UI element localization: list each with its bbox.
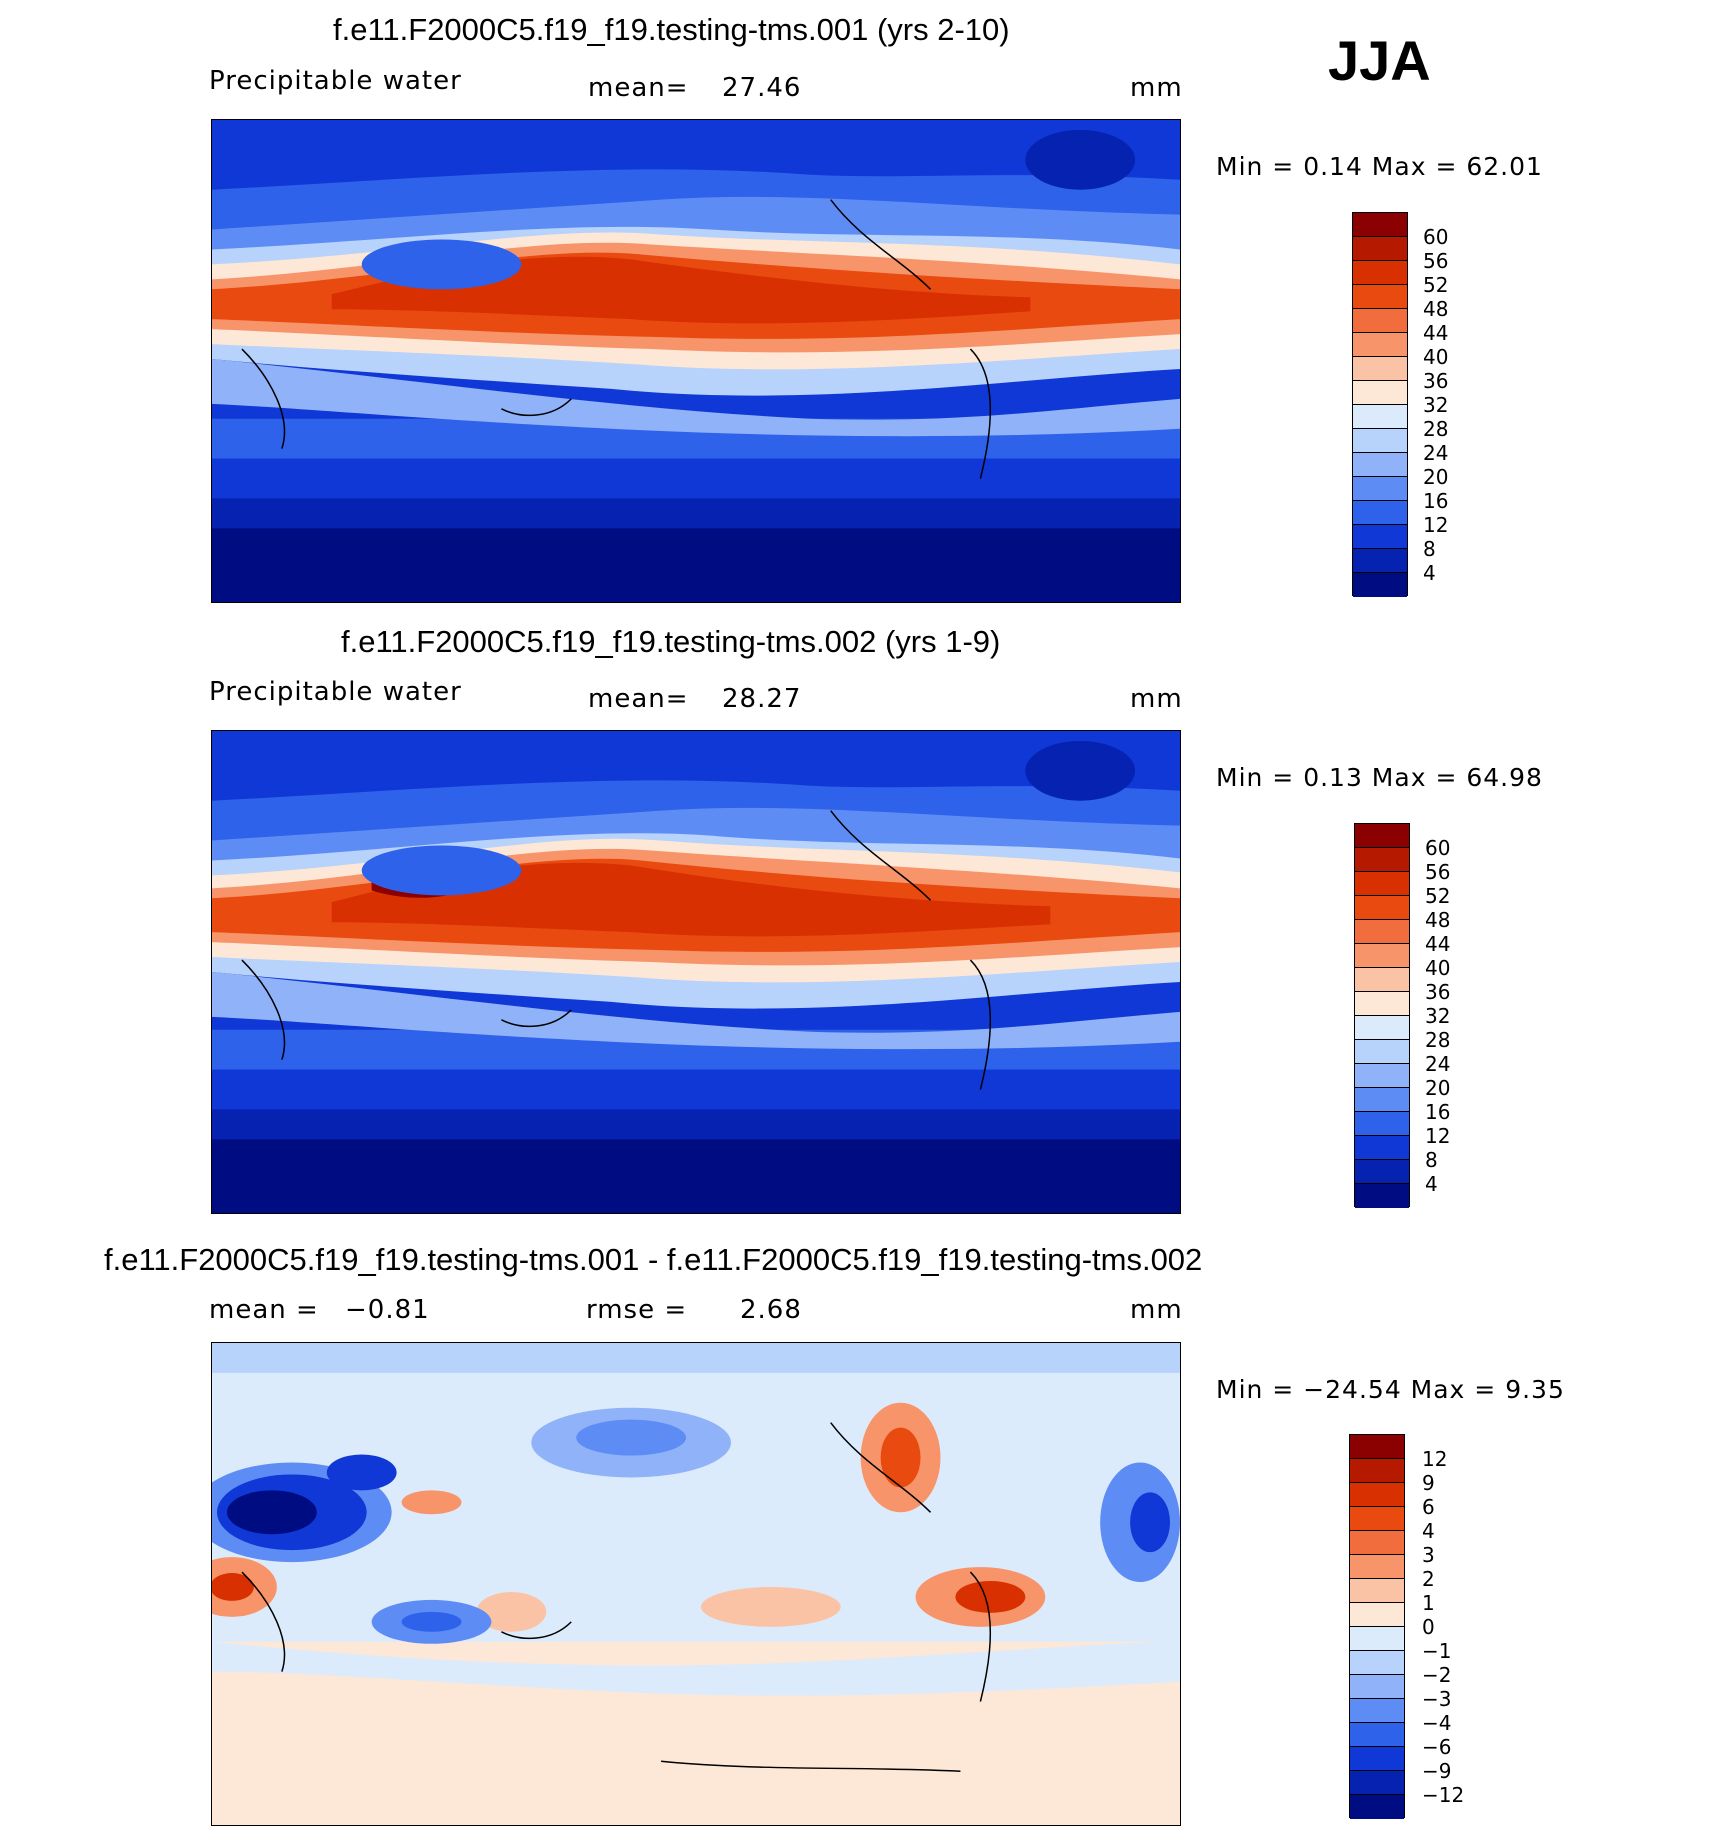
panel2-tick: 28: [1425, 1028, 1451, 1052]
panel3-tick: 2: [1422, 1567, 1435, 1591]
panel3-colorbar: [1349, 1434, 1405, 1819]
panel3-map: [211, 1342, 1181, 1826]
panel1-tick: 60: [1423, 225, 1449, 249]
panel2-field: [212, 731, 1180, 1213]
panel1-map: [211, 119, 1181, 603]
panel2-tick: 12: [1425, 1124, 1451, 1148]
panel1-title: f.e11.F2000C5.f19_f19.testing-tms.001 (y…: [333, 12, 1010, 47]
panel3-tick: −12: [1422, 1783, 1465, 1807]
panel1-tick: 28: [1423, 417, 1449, 441]
panel2-tick: 4: [1425, 1172, 1438, 1196]
panel2-minmax: Min = 0.13 Max = 64.98: [1216, 763, 1543, 792]
panel3-mean-label: mean =: [209, 1295, 319, 1325]
panel1-tick: 12: [1423, 513, 1449, 537]
panel3-tick: 1: [1422, 1591, 1435, 1615]
panel3-tick: −9: [1422, 1759, 1452, 1783]
panel2-tick: 32: [1425, 1004, 1451, 1028]
panel2-title: f.e11.F2000C5.f19_f19.testing-tms.002 (y…: [341, 624, 1001, 659]
panel2-tick: 56: [1425, 860, 1451, 884]
panel2-tick: 52: [1425, 884, 1451, 908]
panel3-field: [212, 1343, 1180, 1825]
panel3-tick: 4: [1422, 1519, 1435, 1543]
season-label: JJA: [1328, 29, 1431, 92]
panel3-title: f.e11.F2000C5.f19_f19.testing-tms.001 - …: [104, 1242, 1203, 1277]
panel3-tick: 6: [1422, 1495, 1435, 1519]
panel1-units: mm: [1130, 73, 1183, 103]
panel1-tick: 20: [1423, 465, 1449, 489]
panel2-units: mm: [1130, 684, 1183, 714]
panel3-minmax: Min = −24.54 Max = 9.35: [1216, 1375, 1565, 1404]
panel2-tick: 20: [1425, 1076, 1451, 1100]
panel1-mean-label: mean=: [588, 73, 689, 103]
panel2-variable: Precipitable water: [209, 677, 462, 707]
panel2-colorbar: [1354, 823, 1410, 1208]
panel1-tick: 56: [1423, 249, 1449, 273]
panel1-tick: 44: [1423, 321, 1449, 345]
panel2-tick: 16: [1425, 1100, 1451, 1124]
panel2-map: [211, 730, 1181, 1214]
panel1-tick: 52: [1423, 273, 1449, 297]
panel2-tick: 40: [1425, 956, 1451, 980]
panel2-tick: 48: [1425, 908, 1451, 932]
panel3-tick: 12: [1422, 1447, 1448, 1471]
panel3-mean-value: −0.81: [345, 1295, 430, 1325]
panel3-tick: 9: [1422, 1471, 1435, 1495]
panel2-tick: 44: [1425, 932, 1451, 956]
panel3-tick: −6: [1422, 1735, 1452, 1759]
panel2-tick: 8: [1425, 1148, 1438, 1172]
panel1-tick: 24: [1423, 441, 1449, 465]
panel1-tick: 8: [1423, 537, 1436, 561]
panel2-tick: 24: [1425, 1052, 1451, 1076]
panel1-field: [212, 120, 1180, 602]
panel1-variable: Precipitable water: [209, 66, 462, 96]
panel3-units: mm: [1130, 1295, 1183, 1325]
panel3-tick: 0: [1422, 1615, 1435, 1639]
panel3-tick: −3: [1422, 1687, 1452, 1711]
panel1-colorbar: [1352, 212, 1408, 597]
panel1-minmax: Min = 0.14 Max = 62.01: [1216, 152, 1543, 181]
panel3-tick: −4: [1422, 1711, 1452, 1735]
panel1-tick: 32: [1423, 393, 1449, 417]
panel3-rmse-label: rmse =: [586, 1295, 688, 1325]
panel3-tick: 3: [1422, 1543, 1435, 1567]
panel1-tick: 16: [1423, 489, 1449, 513]
panel2-tick: 60: [1425, 836, 1451, 860]
panel3-rmse-value: 2.68: [740, 1295, 802, 1325]
panel1-tick: 4: [1423, 561, 1436, 585]
panel1-tick: 48: [1423, 297, 1449, 321]
panel2-mean-value: 28.27: [722, 684, 802, 714]
panel2-tick: 36: [1425, 980, 1451, 1004]
panel1-tick: 40: [1423, 345, 1449, 369]
panel2-mean-label: mean=: [588, 684, 689, 714]
panel1-tick: 36: [1423, 369, 1449, 393]
panel1-mean-value: 27.46: [722, 73, 802, 103]
panel3-tick: −2: [1422, 1663, 1452, 1687]
panel3-tick: −1: [1422, 1639, 1452, 1663]
